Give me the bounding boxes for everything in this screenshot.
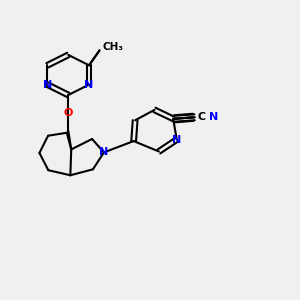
- Text: N: N: [209, 112, 218, 122]
- Text: N: N: [84, 80, 94, 90]
- Text: N: N: [99, 147, 109, 158]
- Text: N: N: [43, 80, 52, 90]
- Text: O: O: [64, 108, 73, 118]
- Text: N: N: [172, 135, 182, 145]
- Text: CH₃: CH₃: [102, 43, 123, 52]
- Text: C: C: [198, 112, 206, 122]
